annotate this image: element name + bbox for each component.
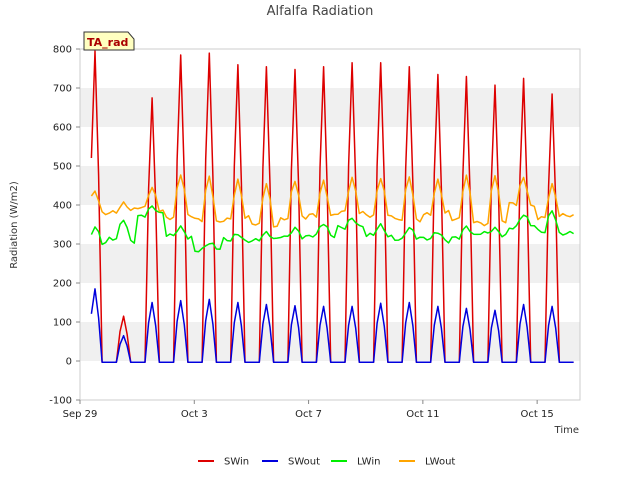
- y-tick-label: -100: [49, 396, 72, 407]
- x-tick-label: Oct 7: [295, 409, 322, 420]
- chart-title: Alfalfa Radiation: [267, 4, 374, 19]
- y-tick-label: 300: [53, 240, 72, 251]
- x-tick-label: Sep 29: [63, 409, 98, 420]
- y-tick-label: 500: [53, 162, 72, 173]
- grid-band: [80, 49, 580, 88]
- y-tick-label: 800: [53, 45, 72, 56]
- legend: SWin SWout LWin LWout: [198, 457, 455, 468]
- y-tick-label: 400: [53, 201, 72, 212]
- plot-frame: [79, 48, 581, 401]
- series-line-lwout: [90, 174, 574, 228]
- badge-label: TA_rad: [87, 36, 128, 49]
- legend-label-swout: SWout: [288, 457, 320, 468]
- grid-bands: [80, 49, 580, 400]
- grid-band: [80, 88, 580, 127]
- x-tick-label: Oct 3: [181, 409, 208, 420]
- legend-label-swin: SWin: [224, 457, 249, 468]
- series-line-swout: [90, 288, 574, 363]
- x-axis-title: Time: [554, 425, 579, 436]
- x-axis: Sep 29 Oct 3 Oct 7 Oct 11 Oct 15: [63, 400, 554, 420]
- y-tick-label: 100: [53, 318, 72, 329]
- grid-band: [80, 127, 580, 166]
- y-axis: -100 0 100 200 300 400 500 600 700 800: [49, 45, 80, 407]
- y-tick-label: 0: [66, 357, 72, 368]
- y-tick-label: 600: [53, 123, 72, 134]
- y-tick-label: 700: [53, 84, 72, 95]
- y-tick-label: 200: [53, 279, 72, 290]
- x-tick-label: Oct 15: [521, 409, 554, 420]
- ta-rad-badge: TA_rad: [83, 31, 135, 51]
- y-axis-title: Radiation (W/m2): [9, 181, 20, 269]
- series-lines: [90, 50, 574, 363]
- legend-label-lwin: LWin: [357, 457, 380, 468]
- series-line-lwin: [90, 205, 574, 253]
- x-tick-label: Oct 11: [406, 409, 439, 420]
- grid-band: [80, 361, 580, 400]
- grid-band: [80, 244, 580, 283]
- badge-shape: [83, 31, 135, 51]
- legend-label-lwout: LWout: [425, 457, 455, 468]
